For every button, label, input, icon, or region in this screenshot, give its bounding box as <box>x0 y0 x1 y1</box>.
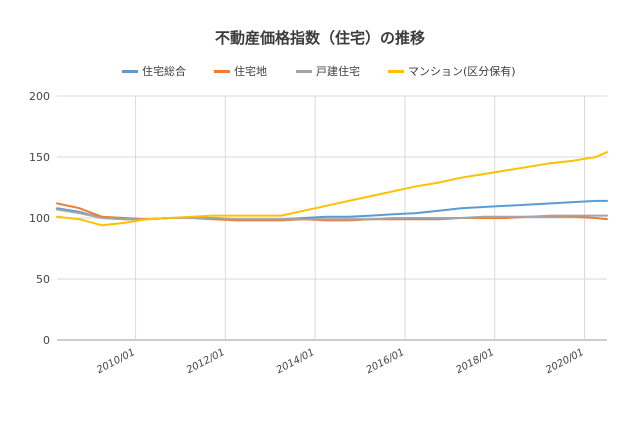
y-axis: 0 50 100 150 200 <box>29 90 50 347</box>
legend-item: マンション(区分保有) <box>388 64 516 78</box>
y-tick-label: 200 <box>29 90 50 103</box>
legend-label: 住宅総合 <box>142 64 186 78</box>
y-tick-label: 50 <box>36 273 50 286</box>
x-tick-label: 2018/01 <box>454 347 496 376</box>
legend-label: マンション(区分保有) <box>408 64 516 78</box>
legend-swatch <box>388 70 404 73</box>
x-tick-label: 2012/01 <box>185 347 227 376</box>
x-tick-label: 2020/01 <box>544 347 586 376</box>
legend-item: 住宅地 <box>214 64 267 78</box>
series-lines <box>56 151 608 227</box>
legend-swatch <box>296 70 312 73</box>
y-tick-label: 150 <box>29 151 50 164</box>
legend-swatch <box>122 70 138 73</box>
x-tick-label: 2010/01 <box>95 347 137 376</box>
x-tick-label: 2014/01 <box>275 347 317 376</box>
x-axis: 2010/01 2012/01 2014/01 2016/01 2018/01 2020/… <box>95 347 586 376</box>
legend-label: 戸建住宅 <box>316 64 360 78</box>
y-tick-label: 0 <box>43 334 50 347</box>
legend-swatch <box>214 70 230 73</box>
legend: 住宅総合 住宅地 戸建住宅 マンション(区分保有) <box>122 64 516 78</box>
series-line <box>56 151 608 227</box>
legend-item: 戸建住宅 <box>296 64 360 78</box>
y-tick-label: 100 <box>29 212 50 225</box>
chart-title: 不動産価格指数（住宅）の推移 <box>215 29 425 47</box>
legend-label: 住宅地 <box>234 64 267 78</box>
legend-item: 住宅総合 <box>122 64 186 78</box>
x-tick-label: 2016/01 <box>365 347 407 376</box>
